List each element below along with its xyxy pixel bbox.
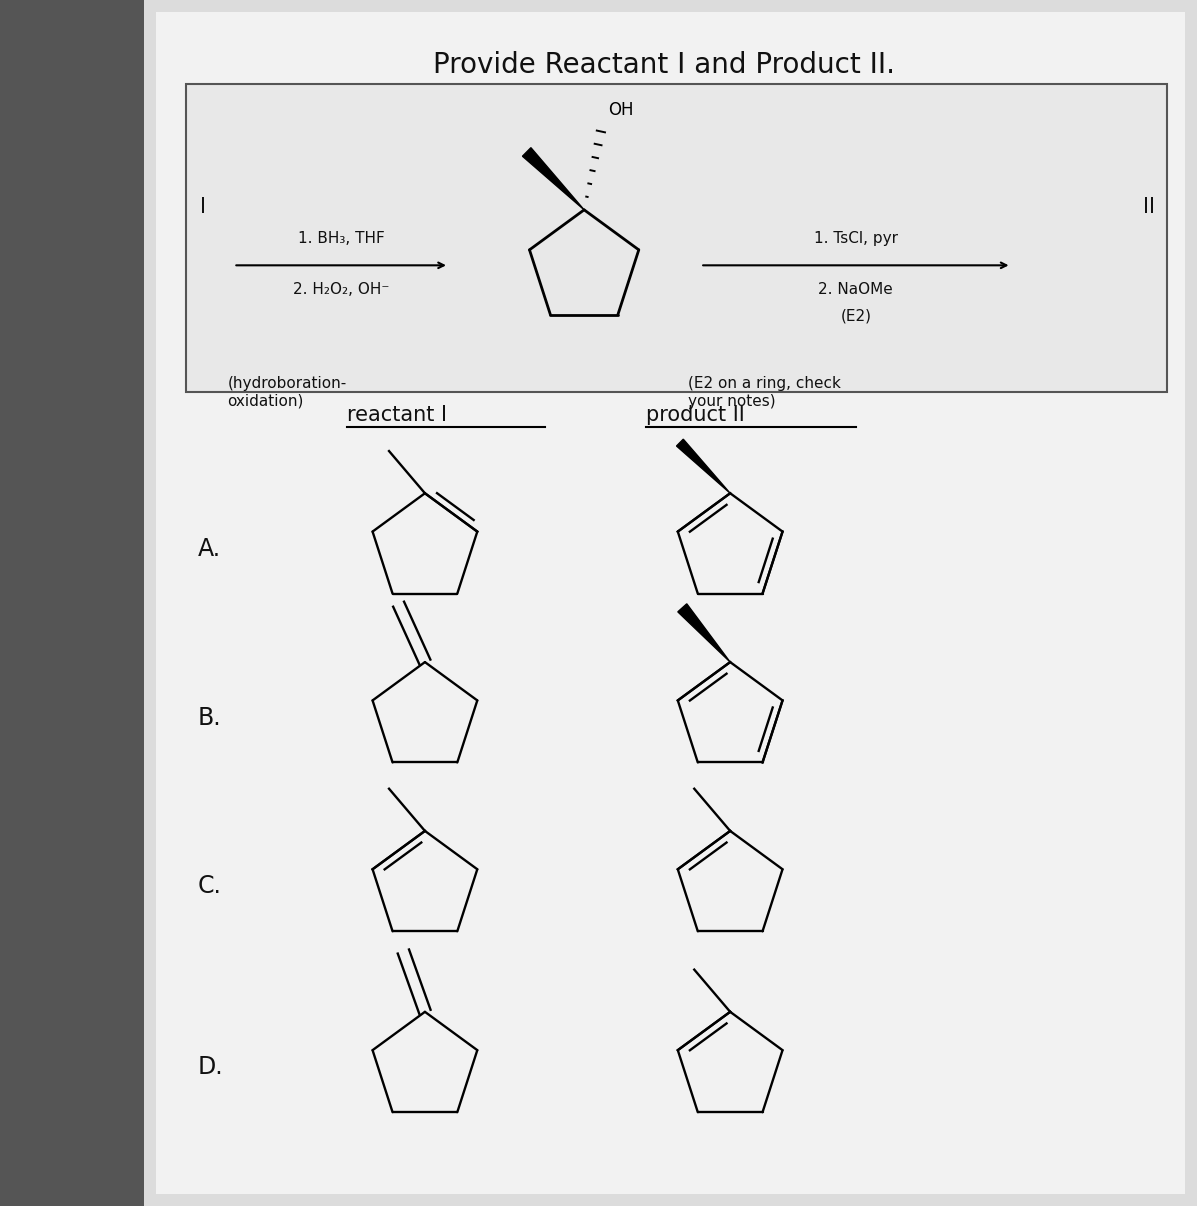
Polygon shape — [678, 604, 730, 662]
Text: 1. BH₃, THF: 1. BH₃, THF — [298, 232, 384, 246]
Text: 2. H₂O₂, OH⁻: 2. H₂O₂, OH⁻ — [293, 282, 389, 297]
Text: A.: A. — [198, 537, 220, 561]
Text: I: I — [200, 198, 206, 217]
Bar — [186, 84, 1167, 392]
Polygon shape — [522, 147, 584, 210]
Text: 1. TsCl, pyr: 1. TsCl, pyr — [814, 232, 898, 246]
Bar — [144, 0, 1197, 1206]
Text: (E2): (E2) — [840, 309, 871, 323]
Text: OH: OH — [608, 101, 633, 119]
Text: (E2 on a ring, check
your notes): (E2 on a ring, check your notes) — [688, 376, 841, 409]
Text: reactant I: reactant I — [347, 404, 448, 425]
Text: D.: D. — [198, 1055, 223, 1079]
Text: B.: B. — [198, 706, 221, 730]
Text: Provide Reactant I and Product II.: Provide Reactant I and Product II. — [433, 51, 895, 78]
Text: 2. NaOMe: 2. NaOMe — [819, 282, 893, 297]
Text: product II: product II — [646, 404, 745, 425]
Text: II: II — [1143, 198, 1155, 217]
Text: C.: C. — [198, 874, 221, 898]
Bar — [0, 0, 144, 1206]
Text: (hydroboration-
oxidation): (hydroboration- oxidation) — [227, 376, 347, 409]
Bar — [156, 12, 1185, 1194]
Polygon shape — [676, 439, 730, 493]
